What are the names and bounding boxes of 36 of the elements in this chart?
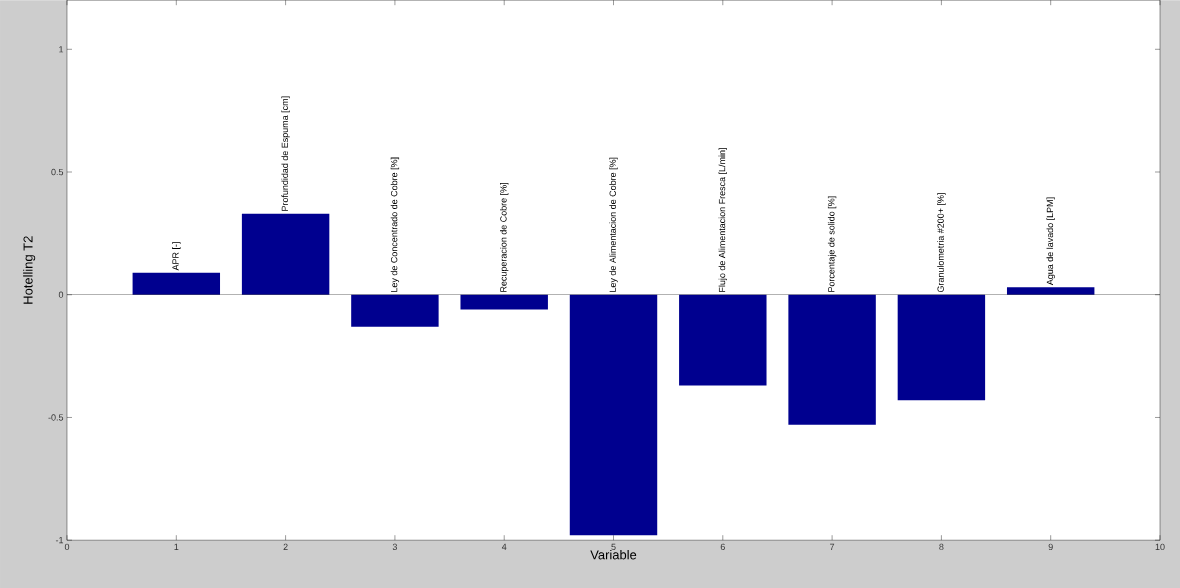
bar	[788, 294, 876, 425]
x-tick-label: 2	[283, 543, 288, 550]
annotation: Ley de Alimentacion de Cobre [%]	[609, 157, 618, 292]
x-tick-label: 7	[830, 543, 835, 550]
bar	[679, 294, 767, 386]
x-tick-label: 0	[64, 543, 70, 550]
annotation: Granulometria #200+ [%]	[937, 193, 946, 292]
y-tick-label: 0	[58, 291, 64, 298]
annotation: Agua de lavado [LPM]	[1046, 197, 1055, 286]
y-axis-title: Hotelling T2	[23, 236, 36, 304]
y-tick-label: 1	[59, 46, 64, 53]
x-tick-label: 6	[720, 543, 725, 550]
x-tick-label: 4	[501, 543, 507, 550]
annotation: Ley de Concentrado de Cobre [%]	[390, 157, 400, 292]
bar	[460, 294, 548, 310]
x-tick-label: 8	[939, 543, 944, 550]
annotation: Recuperacion de Cobre [%]	[500, 182, 509, 292]
y-tick-label: -0.5	[48, 414, 64, 421]
bar	[1006, 287, 1095, 295]
annotation: APR [-]	[172, 242, 181, 271]
x-tick-label: 9	[1048, 543, 1053, 550]
x-axis-title: Variable	[590, 549, 637, 560]
annotation: Porcentaje de solido [%]	[827, 196, 837, 292]
x-tick-label: 10	[1155, 543, 1165, 550]
bar	[351, 294, 439, 327]
y-tick-label: 0.5	[51, 168, 64, 176]
x-tick-label: 3	[392, 543, 398, 550]
x-tick-label: 5	[611, 543, 616, 550]
bar	[897, 294, 986, 401]
y-tick-label: -1	[55, 537, 64, 544]
bar	[132, 272, 221, 295]
bar	[241, 213, 330, 295]
annotation: Flujo de Alimentacion Fresca [L/min]	[718, 148, 727, 292]
x-tick-label: 1	[174, 543, 179, 550]
bar	[569, 294, 658, 536]
annotation: Profundidad de Espuma [cm]	[281, 96, 290, 211]
